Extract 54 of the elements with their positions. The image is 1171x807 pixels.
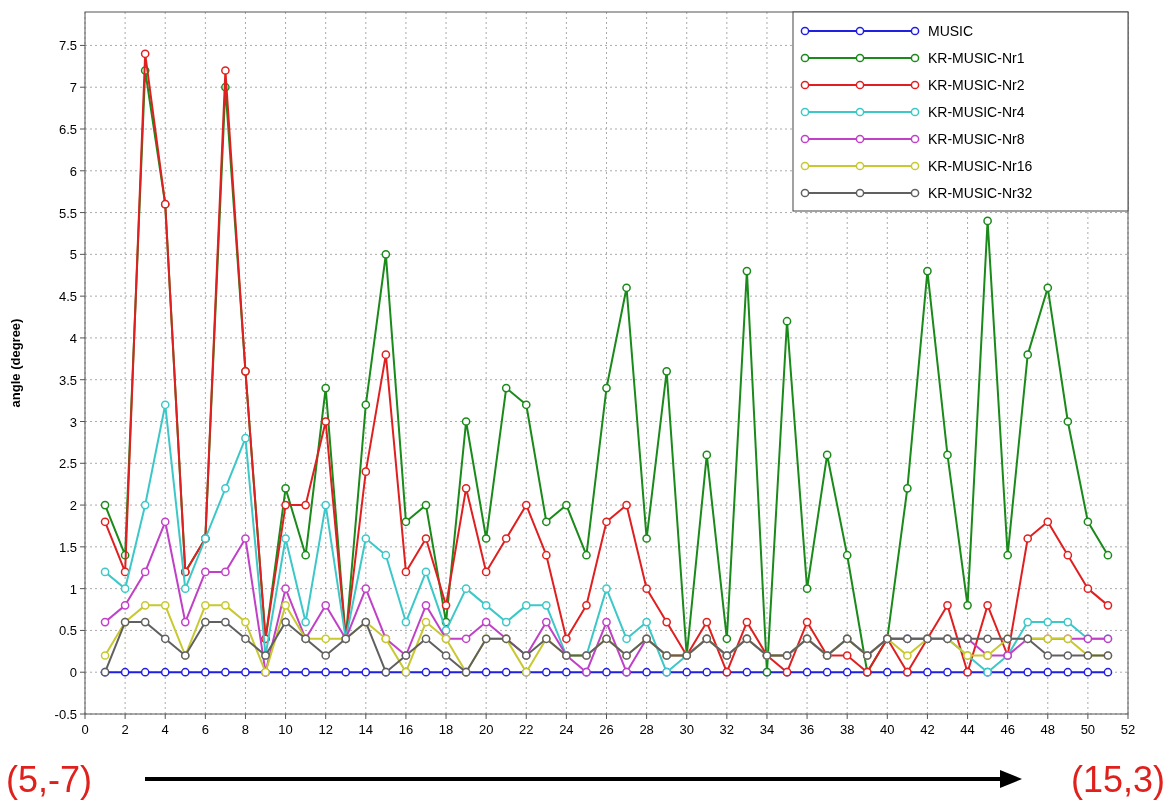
x-tick-label: 44 bbox=[960, 722, 975, 737]
y-tick-label: 0.5 bbox=[58, 623, 77, 639]
y-tick-label: 6 bbox=[69, 163, 77, 179]
x-tick-label: 42 bbox=[920, 722, 935, 737]
x-tick-label: 32 bbox=[719, 722, 735, 737]
y-tick-label: 4.5 bbox=[58, 289, 77, 305]
x-tick-label: 40 bbox=[880, 722, 895, 737]
y-axis-title: angle (degree) bbox=[8, 318, 23, 408]
legend-label: MUSIC bbox=[928, 23, 974, 39]
x-tick-label: 4 bbox=[161, 722, 169, 737]
y-tick-label: -0.5 bbox=[54, 707, 77, 722]
y-tick-label: 5 bbox=[69, 247, 77, 263]
text: (5,-7) bbox=[6, 759, 93, 800]
x-tick-label: 12 bbox=[318, 722, 333, 737]
y-tick-label: 4 bbox=[69, 330, 77, 346]
x-tick-label: 16 bbox=[398, 722, 414, 737]
x-tick-label: 26 bbox=[599, 722, 614, 737]
legend-label: KR-MUSIC-Nr4 bbox=[928, 104, 1025, 120]
x-tick-label: 18 bbox=[438, 722, 454, 737]
x-tick-label: 28 bbox=[639, 722, 654, 737]
y-tick-label: 7.5 bbox=[58, 38, 77, 54]
y-tick-label: 2 bbox=[69, 498, 77, 514]
legend-label: KR-MUSIC-Nr1 bbox=[928, 50, 1025, 66]
x-tick-label: 22 bbox=[519, 722, 534, 737]
legend-label: KR-MUSIC-Nr32 bbox=[928, 185, 1033, 201]
x-tick-label: 52 bbox=[1120, 722, 1136, 737]
x-tick-label: 20 bbox=[478, 722, 494, 737]
x-tick-label: 24 bbox=[559, 722, 574, 737]
x-tick-label: 0 bbox=[81, 722, 89, 737]
x-tick-label: 34 bbox=[759, 722, 775, 737]
y-tick-label: 6.5 bbox=[58, 122, 77, 137]
x-tick-label: 30 bbox=[679, 722, 694, 737]
x-tick-label: 38 bbox=[839, 722, 855, 737]
x-tick-label: 50 bbox=[1080, 722, 1096, 737]
legend-label: KR-MUSIC-Nr16 bbox=[928, 158, 1033, 174]
y-tick-label: 3.5 bbox=[58, 372, 77, 388]
y-tick-label: 7 bbox=[69, 80, 77, 96]
y-tick-label: 5.5 bbox=[58, 205, 77, 221]
y-tick-label: 1.5 bbox=[58, 539, 77, 555]
x-tick-label: 46 bbox=[1000, 722, 1015, 737]
y-tick-label: 2.5 bbox=[58, 456, 77, 472]
legend-label: KR-MUSIC-Nr8 bbox=[928, 131, 1025, 147]
y-tick-label: 0 bbox=[69, 665, 77, 681]
legend-label: KR-MUSIC-Nr2 bbox=[928, 77, 1025, 93]
x-tick-label: 14 bbox=[358, 722, 374, 737]
x-tick-label: 48 bbox=[1040, 722, 1055, 737]
x-tick-label: 6 bbox=[201, 722, 209, 737]
y-tick-label: 3 bbox=[69, 414, 77, 430]
x-tick-label: 2 bbox=[121, 722, 129, 737]
text: (15,3) bbox=[1070, 759, 1165, 800]
y-tick-label: 1 bbox=[69, 581, 77, 597]
x-tick-label: 10 bbox=[278, 722, 293, 737]
x-tick-label: 8 bbox=[241, 722, 250, 737]
x-tick-label: 36 bbox=[799, 722, 815, 737]
